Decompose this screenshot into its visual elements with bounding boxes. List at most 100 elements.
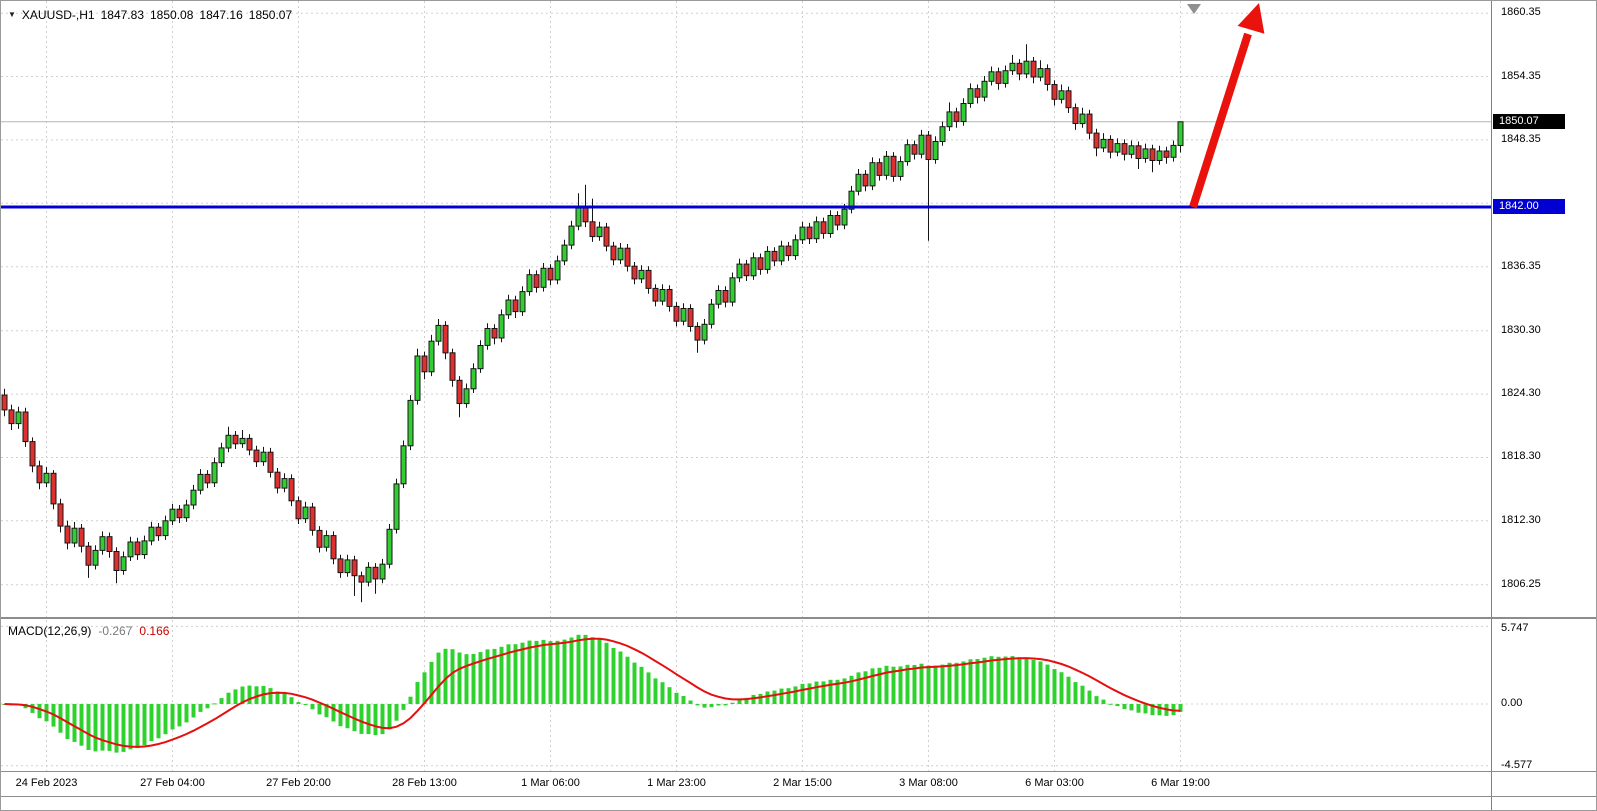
macd-histogram-bar xyxy=(227,693,231,704)
candle-body xyxy=(366,567,371,582)
candle-body xyxy=(37,466,42,483)
macd-histogram-bar xyxy=(703,704,707,708)
price-axis-label: 1818.30 xyxy=(1501,450,1541,462)
macd-histogram-bar xyxy=(780,689,784,704)
candle-body xyxy=(800,227,805,240)
macd-histogram-bar xyxy=(752,695,756,704)
candle-body xyxy=(618,248,623,260)
time-axis-label: 2 Mar 15:00 xyxy=(773,777,832,789)
macd-histogram-bar xyxy=(913,665,917,704)
macd-histogram-bar xyxy=(1011,656,1015,704)
chart-shift-marker[interactable] xyxy=(1187,4,1201,14)
candle-body xyxy=(303,507,308,519)
candle-body xyxy=(16,412,21,424)
symbol-dropdown-icon[interactable]: ▼ xyxy=(8,10,16,19)
macd-histogram-bar xyxy=(857,672,861,704)
macd-histogram-bar xyxy=(318,704,322,714)
candle-body xyxy=(513,300,518,312)
macd-histogram-bar xyxy=(1032,660,1036,704)
macd-histogram-bar xyxy=(1109,704,1113,705)
macd-histogram-bar xyxy=(437,653,441,704)
macd-panel[interactable] xyxy=(1,620,1491,771)
price-axis-label: 1836.35 xyxy=(1501,260,1541,272)
macd-value: -0.267 xyxy=(98,624,132,638)
quote-open: 1847.83 xyxy=(101,8,144,22)
panel-separator[interactable] xyxy=(1,617,1597,619)
macd-histogram-bar xyxy=(73,704,77,742)
macd-histogram-bar xyxy=(976,659,980,704)
macd-histogram-bar xyxy=(983,658,987,704)
candle-body xyxy=(1073,108,1078,124)
macd-histogram-bar xyxy=(1039,661,1043,704)
time-axis[interactable]: 24 Feb 202327 Feb 04:0027 Feb 20:0028 Fe… xyxy=(1,772,1491,796)
candle-body xyxy=(268,452,273,472)
candle-body xyxy=(408,400,413,445)
macd-histogram-bar xyxy=(724,704,728,705)
macd-histogram-bar xyxy=(143,704,147,745)
candle-body xyxy=(653,288,658,301)
candle-body xyxy=(51,473,56,504)
price-chart[interactable] xyxy=(1,1,1491,617)
macd-histogram-bar xyxy=(1102,700,1106,704)
candle-body xyxy=(884,156,889,175)
macd-histogram-bar xyxy=(360,704,364,734)
macd-histogram-bar xyxy=(871,668,875,704)
candle-body xyxy=(492,329,497,339)
macd-histogram-bar xyxy=(304,704,308,705)
trend-arrow[interactable] xyxy=(1193,34,1248,207)
candle-body xyxy=(975,89,980,98)
candle-body xyxy=(688,309,693,327)
candle-body xyxy=(1031,61,1036,77)
candle-body xyxy=(499,315,504,338)
macd-histogram-bar xyxy=(1088,691,1092,704)
trend-arrow-head[interactable] xyxy=(1238,3,1265,34)
candle-body xyxy=(156,527,161,536)
candle-body xyxy=(44,473,49,483)
horizontal-line-1842[interactable] xyxy=(1,206,1491,209)
hline-price-badge[interactable]: 1842.00 xyxy=(1493,199,1565,214)
candle-body xyxy=(1101,139,1106,148)
candle-body xyxy=(877,163,882,176)
macd-histogram-bar xyxy=(458,653,462,705)
price-axis[interactable]: 1850.07 1842.00 1860.351854.351848.35183… xyxy=(1491,1,1597,811)
price-axis-label: 1854.35 xyxy=(1501,70,1541,82)
candle-body xyxy=(1017,63,1022,74)
candle-body xyxy=(338,559,343,573)
candle-body xyxy=(1038,69,1043,78)
macd-histogram-bar xyxy=(605,643,609,704)
macd-histogram-bar xyxy=(997,657,1001,704)
candle-body xyxy=(401,446,406,484)
macd-histogram-bar xyxy=(941,665,945,704)
candle-body xyxy=(765,251,770,269)
candle-body xyxy=(695,326,700,340)
macd-histogram-bar xyxy=(451,649,455,704)
candle-body xyxy=(569,226,574,245)
candle-body xyxy=(93,550,98,565)
macd-histogram-bar xyxy=(87,704,91,750)
candle-body xyxy=(912,145,917,155)
macd-axis-label: 5.747 xyxy=(1501,622,1529,634)
candle-body xyxy=(205,474,210,483)
candle-body xyxy=(1157,151,1162,161)
candle-body xyxy=(1171,145,1176,157)
candle-body xyxy=(1115,144,1120,153)
candle-body xyxy=(737,264,742,278)
candle-body xyxy=(1129,146,1134,155)
time-axis-label: 28 Feb 13:00 xyxy=(392,777,457,789)
bid-price-badge: 1850.07 xyxy=(1493,114,1565,129)
candle-body xyxy=(317,530,322,547)
candle-body xyxy=(1087,114,1092,133)
macd-histogram-bar xyxy=(1053,669,1057,704)
candle-body xyxy=(1003,71,1008,84)
macd-histogram-bar xyxy=(94,704,98,751)
macd-histogram-bar xyxy=(108,704,112,751)
candle-body xyxy=(968,89,973,104)
macd-histogram-bar xyxy=(1046,665,1050,704)
macd-histogram-bar xyxy=(521,643,525,704)
macd-histogram-bar xyxy=(213,703,217,704)
candle-body xyxy=(835,216,840,226)
candle-body xyxy=(576,208,581,226)
macd-histogram-bar xyxy=(920,664,924,704)
panel-separator[interactable] xyxy=(1,771,1597,772)
candle-body xyxy=(485,329,490,346)
